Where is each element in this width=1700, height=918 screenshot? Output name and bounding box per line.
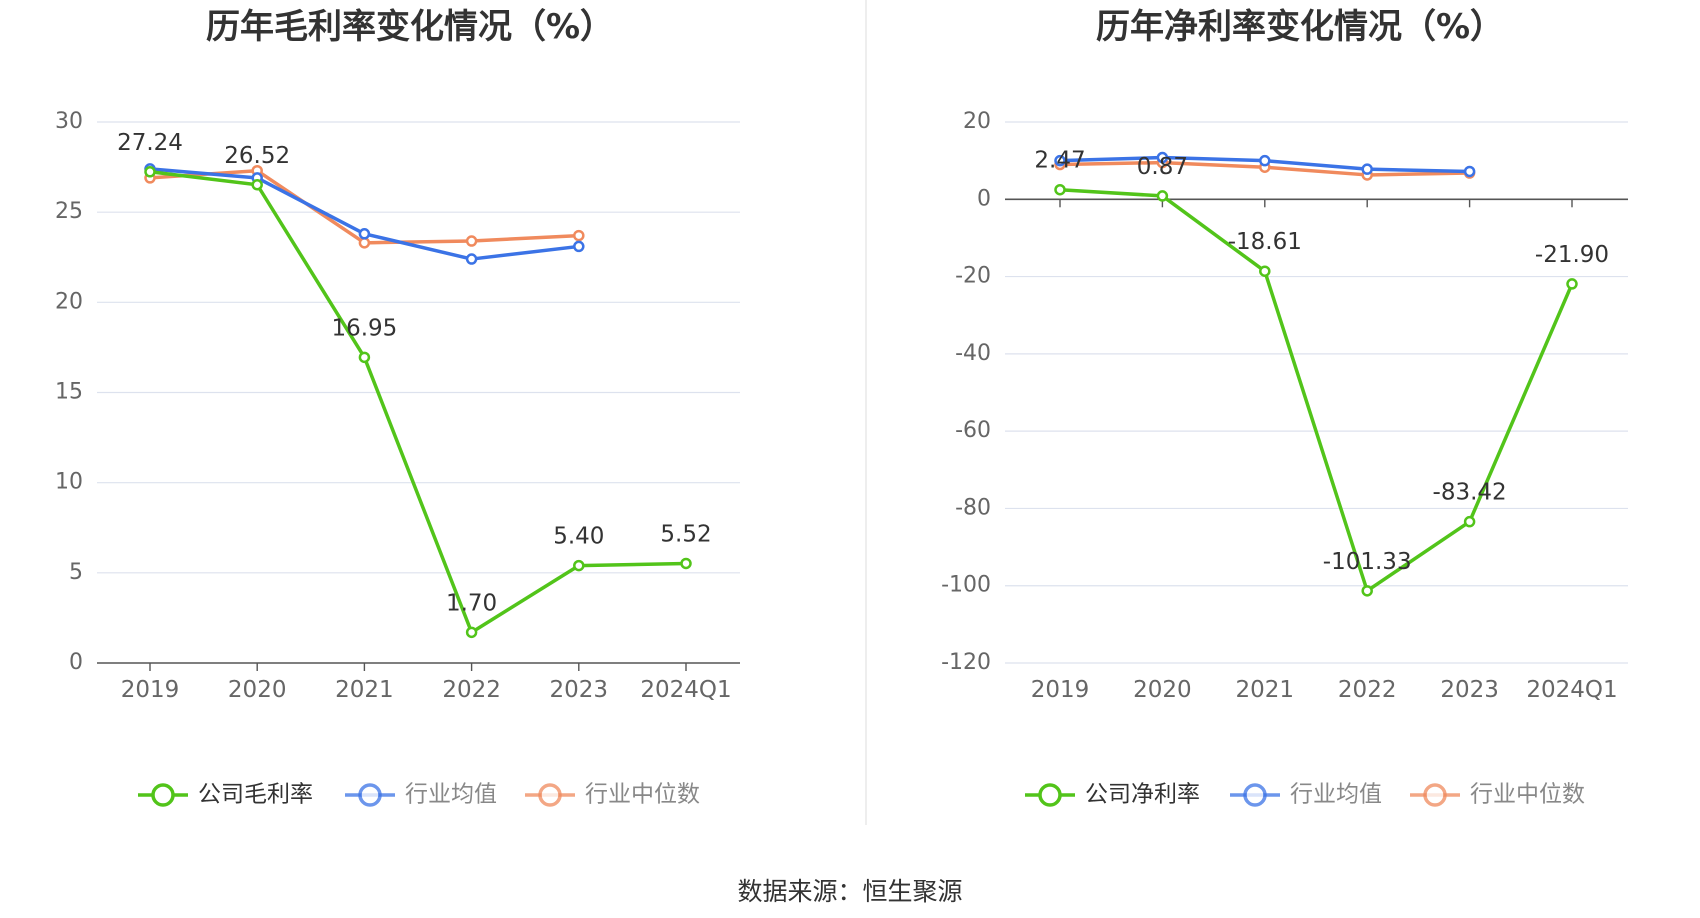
data-point-avg — [465, 253, 478, 265]
legend-label-median: 行业中位数 — [585, 782, 700, 808]
data-label: -101.33 — [1323, 549, 1412, 575]
legend-marker-avg — [358, 783, 382, 807]
x-tick-label: 2019 — [121, 677, 180, 703]
data-point-median — [358, 237, 371, 249]
data-point-avg — [1054, 154, 1066, 167]
y-tick-label: 10 — [55, 470, 83, 495]
legend-label-company: 公司净利率 — [1085, 782, 1200, 808]
data-point-company — [1054, 183, 1066, 196]
y-tick-label: -80 — [955, 495, 991, 520]
data-point-avg — [1361, 163, 1373, 175]
data-point-avg — [1463, 165, 1476, 178]
data-label: -18.61 — [1228, 229, 1302, 255]
legend-label-avg: 行业均值 — [1290, 782, 1382, 808]
x-tick-label: 2019 — [1031, 677, 1090, 703]
x-tick-label: 2023 — [550, 677, 609, 703]
data-source-label: 数据来源：恒生聚源 — [737, 877, 962, 906]
legend-marker-company — [1038, 783, 1062, 807]
data-label: 26.52 — [224, 143, 290, 169]
data-point-company — [573, 559, 585, 572]
data-point-median — [465, 235, 478, 247]
data-point-company — [1463, 515, 1476, 528]
data-label: 5.40 — [553, 524, 604, 550]
data-label: 0.87 — [1137, 154, 1188, 180]
data-point-company — [144, 166, 156, 178]
data-label: 16.95 — [331, 315, 397, 341]
y-tick-label: 25 — [55, 199, 83, 224]
data-point-company — [1259, 265, 1271, 277]
data-point-avg — [1259, 154, 1271, 167]
y-tick-label: -120 — [941, 650, 991, 675]
legend-label-median: 行业中位数 — [1470, 782, 1585, 808]
legend-label-avg: 行业均值 — [405, 782, 497, 808]
data-label: 2.47 — [1034, 148, 1085, 174]
data-point-company — [1156, 190, 1169, 202]
legend-marker-avg — [1243, 783, 1267, 807]
y-tick-label: 30 — [55, 109, 83, 134]
y-tick-label: -60 — [955, 418, 991, 443]
data-label: 27.24 — [117, 130, 183, 156]
x-tick-label: 2021 — [335, 677, 394, 703]
legend-label-company: 公司毛利率 — [198, 782, 313, 808]
data-point-company — [251, 179, 263, 191]
data-label: -83.42 — [1433, 480, 1507, 506]
x-tick-label: 2023 — [1440, 677, 1499, 703]
data-label: 1.70 — [446, 590, 497, 616]
chart-title: 历年净利率变化情况（%） — [1096, 7, 1504, 47]
data-label: -21.90 — [1535, 242, 1609, 268]
data-point-avg — [573, 240, 585, 253]
x-tick-label: 2022 — [1338, 677, 1397, 703]
x-tick-label: 2024Q1 — [640, 677, 731, 703]
y-tick-label: -100 — [941, 573, 991, 598]
data-point-avg — [358, 228, 371, 240]
x-tick-label: 2020 — [228, 677, 287, 703]
chart-title: 历年毛利率变化情况（%） — [206, 7, 614, 47]
x-tick-label: 2021 — [1236, 677, 1295, 703]
y-tick-label: 0 — [69, 650, 83, 675]
y-tick-label: 15 — [55, 380, 83, 405]
data-label: 5.52 — [660, 521, 711, 547]
x-tick-label: 2022 — [442, 677, 501, 703]
data-point-company — [1566, 278, 1578, 290]
data-point-company — [358, 351, 371, 364]
y-tick-label: 20 — [55, 289, 83, 314]
y-tick-label: 5 — [69, 560, 83, 585]
data-point-company — [1361, 585, 1373, 597]
legend-marker-median — [1423, 783, 1447, 807]
y-tick-label: -40 — [955, 341, 991, 366]
data-point-company — [465, 626, 478, 639]
y-tick-label: 20 — [963, 109, 991, 134]
legend-marker-median — [538, 783, 562, 807]
data-point-median — [573, 229, 585, 242]
data-point-avg — [1156, 151, 1169, 164]
series-line-company — [149, 170, 687, 635]
y-tick-label: 0 — [977, 186, 991, 211]
x-tick-label: 2024Q1 — [1526, 677, 1617, 703]
legend-marker-company — [151, 783, 175, 807]
y-tick-label: -20 — [955, 264, 991, 289]
data-point-company — [680, 557, 692, 570]
series-line-company — [1059, 187, 1574, 593]
x-tick-label: 2020 — [1133, 677, 1192, 703]
